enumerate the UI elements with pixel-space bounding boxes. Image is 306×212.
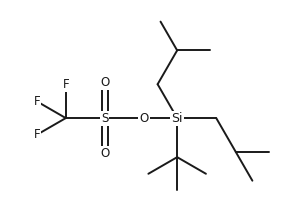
- Text: F: F: [62, 78, 69, 91]
- Text: Si: Si: [171, 112, 183, 125]
- Text: F: F: [34, 128, 40, 141]
- Text: O: O: [100, 147, 110, 160]
- Text: O: O: [139, 112, 148, 125]
- Text: O: O: [100, 76, 110, 89]
- Text: F: F: [34, 95, 40, 108]
- Text: S: S: [101, 112, 109, 125]
